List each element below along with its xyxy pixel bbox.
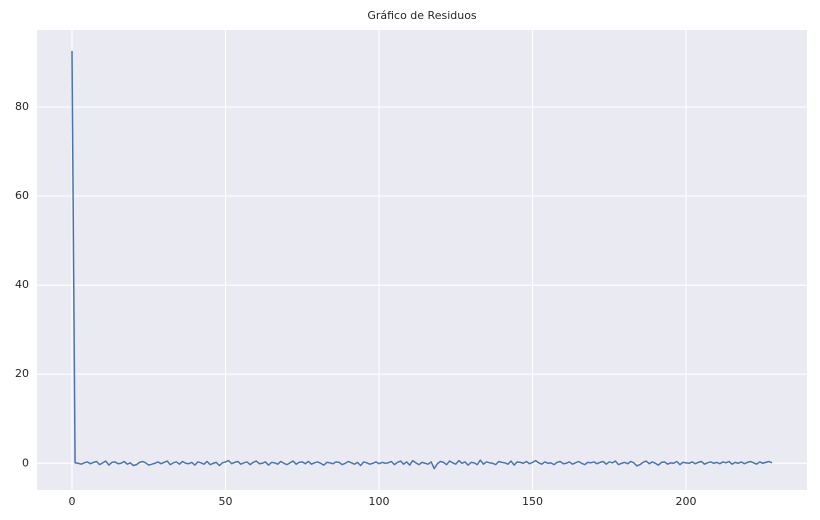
data-line — [71, 50, 773, 470]
y-tick-label: 20 — [15, 367, 29, 380]
y-tick-label: 0 — [22, 456, 29, 469]
plot-area — [37, 30, 807, 490]
chart-title: Gráfico de Residuos — [367, 9, 477, 22]
x-tick-label: 50 — [219, 495, 233, 508]
x-tick-label: 0 — [69, 495, 76, 508]
x-tick-label: 100 — [369, 495, 390, 508]
x-tick-label: 150 — [522, 495, 543, 508]
x-tick-label: 200 — [676, 495, 697, 508]
y-tick-label: 60 — [15, 189, 29, 202]
y-tick-label: 40 — [15, 278, 29, 291]
y-tick-label: 80 — [15, 100, 29, 113]
